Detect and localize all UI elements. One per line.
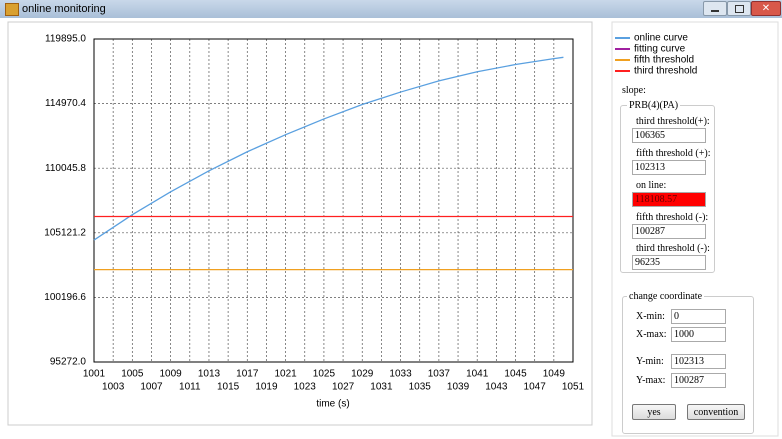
y-tick-label: 105121.2: [44, 227, 86, 238]
coord-value[interactable]: 1000: [671, 327, 726, 342]
slope-label: slope:: [622, 85, 646, 96]
app-icon: [5, 3, 19, 16]
field-label: fifth threshold (-):: [636, 212, 709, 223]
coord-value[interactable]: 102313: [671, 354, 726, 369]
minimize-button[interactable]: [703, 1, 727, 16]
x-tick-label: 1029: [351, 369, 374, 380]
coordinate-title: change coordinate: [627, 291, 705, 302]
field-value[interactable]: 100287: [632, 224, 706, 239]
x-tick-label: 1013: [198, 369, 221, 380]
x-tick-label: 1009: [160, 369, 183, 380]
x-tick-label: 1027: [332, 382, 355, 393]
field-label: on line:: [636, 180, 667, 191]
field-value[interactable]: 118108.57: [632, 192, 706, 207]
y-tick-label: 114970.4: [45, 98, 86, 109]
x-tick-label: 1037: [428, 369, 451, 380]
legend-label: online curve: [634, 33, 688, 44]
legend-label: fifth threshold: [634, 55, 694, 66]
x-tick-label: 1031: [370, 382, 393, 393]
x-tick-label: 1017: [236, 369, 259, 380]
y-tick-label: 95272.0: [50, 357, 87, 368]
x-tick-label: 1047: [524, 382, 547, 393]
coord-value[interactable]: 0: [671, 309, 726, 324]
x-tick-label: 1045: [504, 369, 527, 380]
close-button[interactable]: ✕: [751, 1, 781, 16]
legend-label: fitting curve: [634, 44, 686, 55]
coord-label: Y-max:: [636, 375, 666, 386]
x-tick-label: 1003: [102, 382, 125, 393]
series-line: [93, 56, 564, 241]
y-tick-label: 119895.0: [45, 34, 86, 45]
x-tick-label: 1001: [83, 369, 106, 380]
x-tick-label: 1035: [409, 382, 432, 393]
x-tick-label: 1025: [313, 369, 336, 380]
field-label: third threshold (-):: [636, 243, 710, 254]
coord-label: X-max:: [636, 329, 667, 340]
field-label: fifth threshold (+):: [636, 148, 711, 159]
window-title: online monitoring: [22, 3, 106, 15]
x-tick-label: 1015: [217, 382, 240, 393]
x-tick-label: 1033: [389, 369, 412, 380]
button[interactable]: convention: [687, 404, 745, 420]
x-axis-title: time (s): [316, 399, 349, 410]
coord-value[interactable]: 100287: [671, 373, 726, 388]
x-tick-label: 1051: [562, 382, 585, 393]
group-title: PRB(4)(PA): [627, 100, 681, 111]
x-tick-label: 1039: [447, 382, 470, 393]
maximize-button[interactable]: [727, 1, 751, 16]
x-tick-label: 1021: [274, 369, 297, 380]
x-tick-label: 1007: [140, 382, 163, 393]
x-tick-label: 1023: [294, 382, 317, 393]
y-tick-label: 100196.6: [44, 292, 86, 303]
x-tick-label: 1041: [466, 369, 489, 380]
coord-label: Y-min:: [636, 356, 664, 367]
field-label: third threshold(+):: [636, 116, 710, 127]
button[interactable]: yes: [632, 404, 676, 420]
x-tick-label: 1049: [543, 369, 566, 380]
legend-label: third threshold: [634, 66, 697, 77]
x-tick-label: 1019: [255, 382, 278, 393]
chart-frame: [7, 21, 593, 426]
field-value[interactable]: 102313: [632, 160, 706, 175]
y-tick-label: 110045.8: [45, 163, 86, 174]
plot-border: [93, 38, 574, 363]
title-bar: online monitoring ✕: [0, 0, 782, 18]
field-value[interactable]: 106365: [632, 128, 706, 143]
x-tick-label: 1011: [179, 382, 201, 393]
x-tick-label: 1005: [121, 369, 144, 380]
coord-label: X-min:: [636, 311, 665, 322]
x-tick-label: 1043: [485, 382, 508, 393]
field-value[interactable]: 96235: [632, 255, 706, 270]
